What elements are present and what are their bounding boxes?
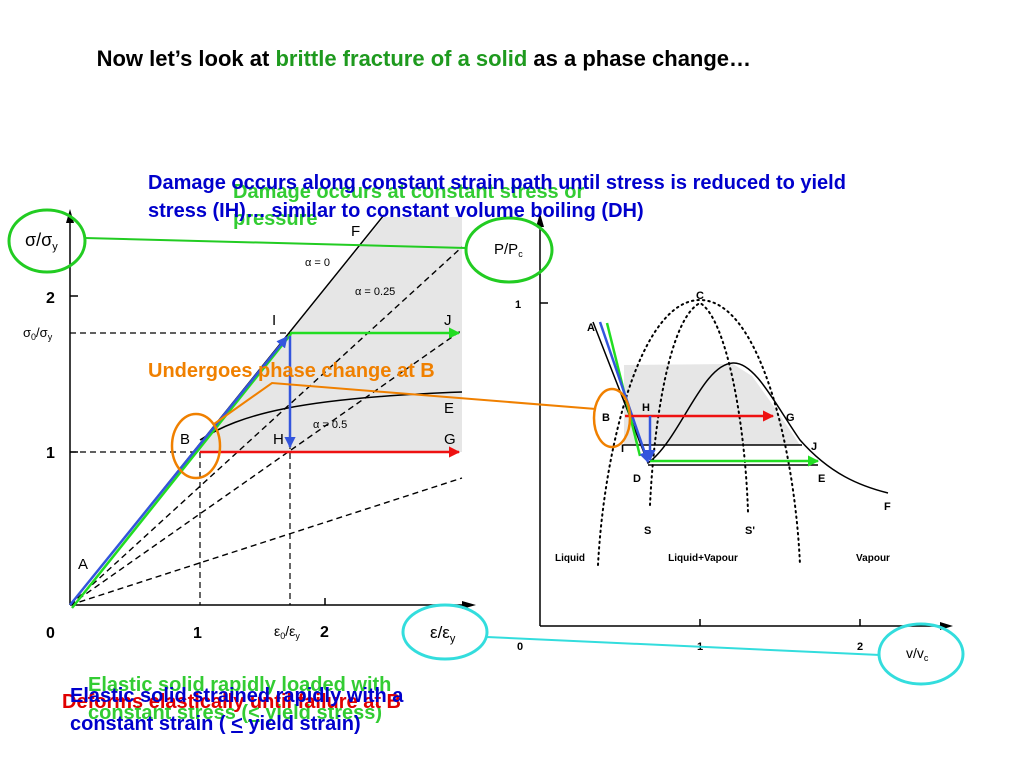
deforms-note: Deforms elastically until failure at B <box>62 691 401 713</box>
strained-note: Elastic solid strained rapidly with a co… <box>0 0 431 735</box>
phase-change-note: Undergoes phase change at B <box>148 360 435 382</box>
point-b-label: B <box>180 431 190 448</box>
slide-title: Now let’s look at brittle fracture of a … <box>66 46 769 71</box>
phase-change-connector <box>213 381 597 425</box>
pv-x-tick-label-2: 2 <box>857 641 863 653</box>
x-tick-label-1: 1 <box>193 625 202 642</box>
yield-strain-b: /ε <box>285 623 295 639</box>
yield-stress-a-sub: 0 <box>31 332 36 342</box>
pv-point-a-label: A <box>587 322 595 334</box>
strain-axis-subscript: y <box>450 633 456 645</box>
pv-point-b-highlight-circle <box>592 387 632 449</box>
pv-point-e-label: E <box>818 473 825 485</box>
stress-pressure-connector <box>84 237 467 249</box>
stress-axis-subscript: y <box>52 241 58 253</box>
pv-point-f-label: F <box>884 501 891 513</box>
volume-axis-label: v/vc <box>906 645 929 663</box>
point-h-label: H <box>273 431 284 448</box>
pv-point-s-prime-label: S' <box>745 525 755 537</box>
strain-axis-highlight-circle <box>401 603 489 661</box>
loaded-stress-note-line1: Elastic solid rapidly loaded with <box>88 674 391 696</box>
pressure-axis-subscript: c <box>518 249 523 259</box>
y-tick-label-2: 2 <box>46 290 55 307</box>
alpha-low-line <box>69 477 463 606</box>
point-g-label: G <box>444 431 456 448</box>
point-i-label: I <box>272 312 276 329</box>
fracture-shaded-region <box>194 217 462 452</box>
pressure-axis-arrow-icon <box>536 213 544 227</box>
constant-strain-note-line1: Damage occurs along constant strain path… <box>148 172 846 194</box>
stress-axis-highlight-circle <box>7 208 87 274</box>
yield-strain-a: ε <box>274 623 280 639</box>
pv-y-tick-label-1: 1 <box>515 299 521 311</box>
vapour-region-label: Vapour <box>856 553 890 564</box>
blue-loading-path <box>69 336 288 606</box>
loaded-stress-note-symbol: < <box>248 702 260 724</box>
title-prefix: Now let’s look at <box>97 46 276 71</box>
volume-axis-symbol: v/v <box>906 645 924 661</box>
pv-point-c-label: C <box>696 290 704 302</box>
strained-note-line2-end: yield strain) <box>243 713 361 735</box>
isotherm-curve <box>592 321 889 494</box>
origin-label: 0 <box>46 625 55 642</box>
strained-note-line1: Elastic solid strained rapidly with a <box>70 685 404 707</box>
y-tick-label-1: 1 <box>46 445 55 462</box>
pv-blue-compression-path <box>598 321 651 464</box>
yield-stress-b-sub: y <box>48 332 53 342</box>
alpha-0-label: α = 0 <box>305 257 330 269</box>
stress-axis-symbol: σ/σ <box>25 230 52 250</box>
alpha-05-label: α = 0.5 <box>313 419 347 431</box>
loaded-stress-note-line2-end: yield stress) <box>260 702 382 724</box>
spinodal-curve <box>649 301 749 513</box>
pressure-axis-label: P/Pc <box>494 241 523 259</box>
pv-point-g-label: G <box>786 412 795 424</box>
pv-point-b-label: B <box>602 412 610 424</box>
pv-point-j-label: J <box>811 441 817 453</box>
stress-strain-diagram: σ/σy 2 σ0/σy 1 0 1 ε0/εy 2 ε/εy A B I H … <box>7 208 489 661</box>
constant-stress-note-line1: Damage occurs at constant stress or <box>233 181 584 203</box>
pv-point-h-label: H <box>642 402 650 414</box>
yield-strain-tick-label: ε0/εy <box>274 623 300 641</box>
two-phase-shaded-region <box>624 364 800 445</box>
point-j-label: J <box>444 312 452 329</box>
pv-point-i-label: I <box>621 443 624 455</box>
strained-note-symbol: < <box>231 713 243 735</box>
pv-point-s-label: S <box>644 525 651 537</box>
pressure-axis-symbol: P/P <box>494 241 518 258</box>
constant-strain-note-line2: stress (IH)… similar to constant volume … <box>148 200 644 222</box>
point-a-label: A <box>78 556 88 573</box>
alpha-025-line <box>69 246 463 606</box>
x-tick-label-2: 2 <box>320 624 329 641</box>
constant-stress-note: Damage occurs at constant stress or pres… <box>0 0 612 230</box>
title-highlight: brittle fracture of a solid <box>275 46 527 71</box>
pv-diagram: P/Pc 1 0 1 2 v/vc C A B H G I J D E F S … <box>464 213 965 686</box>
title-suffix: as a phase change… <box>527 46 751 71</box>
stress-axis-label: σ/σy <box>25 230 58 253</box>
point-f-label: F <box>351 223 360 240</box>
strain-axis-label: ε/εy <box>430 623 456 645</box>
pv-x-tick-label-0: 0 <box>517 641 523 653</box>
liquid-region-label: Liquid <box>555 553 585 564</box>
alpha-025-label: α = 0.25 <box>355 286 395 298</box>
constant-stress-note-line2: pressure <box>233 208 318 230</box>
constant-strain-note: Damage occurs along constant strain path… <box>0 0 874 222</box>
volume-axis-subscript: c <box>924 653 929 663</box>
point-e-label: E <box>444 400 454 417</box>
binodal-dome <box>597 298 801 566</box>
loaded-stress-note-line2: constant stress ( <box>88 702 248 724</box>
yield-strain-a-sub: 0 <box>280 631 285 641</box>
strained-note-line2: constant strain ( <box>70 713 231 735</box>
pressure-axis-highlight-circle <box>464 216 554 284</box>
pv-point-d-label: D <box>633 473 641 485</box>
yield-stress-tick-label: σ0/σy <box>23 325 53 342</box>
yield-stress-b: /σ <box>36 325 48 340</box>
two-phase-region-label: Liquid+Vapour <box>668 553 738 564</box>
strain-axis-symbol: ε/ε <box>430 623 450 642</box>
yield-stress-a: σ <box>23 325 31 340</box>
strain-volume-connector <box>486 636 881 656</box>
yield-strain-b-sub: y <box>295 631 300 641</box>
point-b-highlight-circle <box>170 412 222 480</box>
loaded-stress-note: Elastic solid rapidly loaded with consta… <box>0 0 419 724</box>
